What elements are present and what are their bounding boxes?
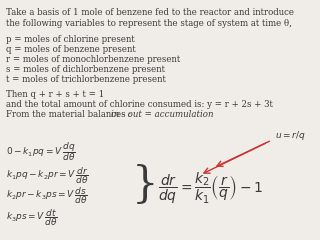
Text: r = moles of monochlorbenzene present: r = moles of monochlorbenzene present	[6, 55, 180, 64]
Text: $0 - k_1 pq = V\,\dfrac{dq}{d\theta}$: $0 - k_1 pq = V\,\dfrac{dq}{d\theta}$	[6, 141, 76, 163]
Text: p = moles of chlorine present: p = moles of chlorine present	[6, 35, 135, 44]
Text: Then q + r + s + t = 1: Then q + r + s + t = 1	[6, 90, 104, 99]
Text: s = moles of dichlorbenzene present: s = moles of dichlorbenzene present	[6, 65, 165, 74]
Text: $k_2 pr - k_3 ps = V\,\dfrac{ds}{d\theta}$: $k_2 pr - k_3 ps = V\,\dfrac{ds}{d\theta…	[6, 186, 88, 206]
Text: }: }	[132, 164, 158, 206]
Text: $\dfrac{dr}{dq} = \dfrac{k_2}{k_1}\left(\dfrac{r}{q}\right) - 1$: $\dfrac{dr}{dq} = \dfrac{k_2}{k_1}\left(…	[158, 170, 263, 206]
Text: q = moles of benzene present: q = moles of benzene present	[6, 45, 136, 54]
Text: Take a basis of 1 mole of benzene fed to the reactor and introduce: Take a basis of 1 mole of benzene fed to…	[6, 8, 294, 17]
Text: From the material balances :: From the material balances :	[6, 110, 134, 119]
Text: t = moles of trichlorbenzene present: t = moles of trichlorbenzene present	[6, 75, 166, 84]
Text: and the total amount of chlorine consumed is: y = r + 2s + 3t: and the total amount of chlorine consume…	[6, 100, 273, 109]
Text: the following variables to represent the stage of system at time θ,: the following variables to represent the…	[6, 19, 292, 28]
Text: $k_1 pq - k_2 pr = V\,\dfrac{dr}{d\theta}$: $k_1 pq - k_2 pr = V\,\dfrac{dr}{d\theta…	[6, 166, 89, 186]
Text: $k_3 ps = V\,\dfrac{dt}{d\theta}$: $k_3 ps = V\,\dfrac{dt}{d\theta}$	[6, 208, 58, 228]
Text: in - out = accumulation: in - out = accumulation	[111, 110, 213, 119]
Text: $u = r/q$: $u = r/q$	[275, 128, 306, 142]
